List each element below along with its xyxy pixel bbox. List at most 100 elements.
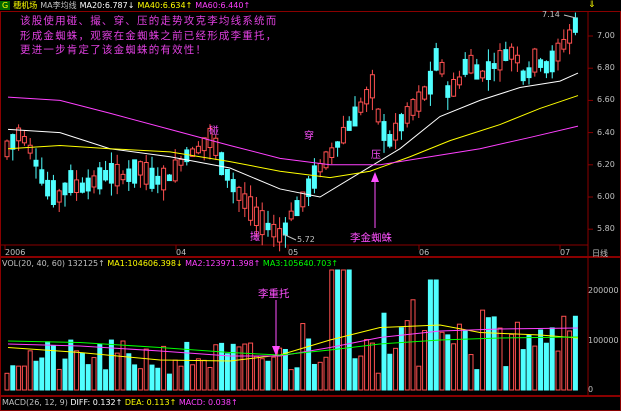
volume-bar — [509, 333, 515, 391]
volume-bar — [207, 367, 213, 391]
candle-body — [21, 136, 27, 144]
volume-bar — [422, 330, 428, 391]
volume-bar — [538, 329, 544, 391]
volume-bar — [56, 368, 62, 391]
candle-body — [184, 149, 190, 163]
volume-bar — [132, 364, 138, 391]
high-price-label: 7.14 — [542, 10, 560, 19]
candle-body — [56, 190, 62, 203]
candle-body — [311, 165, 317, 189]
period-label[interactable]: 日线 — [592, 249, 608, 258]
volume-bar — [306, 338, 312, 391]
candle-body — [352, 106, 358, 127]
candle-body — [219, 152, 225, 176]
volume-bar — [50, 345, 56, 391]
volume-bar — [114, 352, 120, 391]
candle-body — [567, 29, 573, 44]
candle-body — [190, 148, 196, 157]
candle-body — [445, 85, 451, 98]
candle-body — [462, 58, 468, 75]
candle-body — [393, 122, 399, 141]
price-axis-label: 6.80 — [597, 63, 615, 73]
volume-bar — [445, 334, 451, 391]
volume-bar — [68, 339, 74, 391]
macd-value: MACD: 0.038↑ — [178, 398, 238, 407]
volume-bar — [335, 269, 341, 391]
annotation-gold-spider: 李金蜘蛛 — [350, 232, 392, 244]
volume-bar — [213, 344, 219, 391]
annotation-peng: 碰 — [209, 126, 219, 137]
candle-body — [543, 61, 549, 74]
volume-bar — [451, 343, 457, 391]
candle-body — [259, 210, 265, 236]
volume-bar — [253, 355, 259, 391]
volume-bar — [364, 339, 370, 391]
candle-body — [108, 162, 114, 184]
candle-body — [404, 106, 410, 124]
volume-bar — [300, 323, 306, 391]
volume-bar — [567, 330, 573, 391]
volume-bar — [410, 299, 416, 391]
candle-body — [27, 144, 33, 154]
volume-bar — [21, 365, 27, 391]
volume-bar — [317, 361, 323, 391]
vol-ma2-line — [7, 327, 579, 357]
x-axis-label: 04 — [176, 248, 187, 257]
x-axis-label: 07 — [560, 248, 571, 257]
volume-bar — [555, 350, 561, 391]
high-price-pointer — [563, 14, 577, 19]
candle-body — [485, 61, 491, 81]
candle-body — [172, 159, 178, 182]
x-axis-label: 2006 — [5, 248, 26, 257]
candle-body — [346, 120, 352, 131]
candle-body — [410, 99, 416, 116]
candle-body — [120, 173, 126, 181]
volume-bar — [79, 352, 85, 391]
volume-bar — [219, 342, 225, 391]
candle-body — [480, 70, 486, 79]
candle-body — [195, 145, 201, 154]
candle-body — [503, 49, 509, 61]
volume-bar — [491, 316, 497, 391]
price-axis-label: 6.40 — [597, 127, 615, 137]
candle-body — [224, 168, 230, 181]
candle-body — [381, 121, 387, 141]
candle-body — [50, 180, 56, 206]
macd-dea: DEA: 0.113↑ — [124, 398, 177, 407]
candle-body — [166, 174, 172, 182]
candle-body — [45, 179, 51, 197]
volume-bar — [352, 358, 358, 391]
candle-body — [155, 175, 161, 185]
candle-body — [369, 74, 375, 99]
volume-bar — [143, 348, 149, 391]
volume-bar — [503, 366, 509, 391]
vol-ma3: MA3:105640.703↑ — [262, 259, 339, 268]
volume-bar — [120, 340, 126, 391]
volume-bar — [126, 353, 132, 391]
vol-ma2: MA2:123971.398↑ — [185, 259, 261, 268]
volume-axis-label: 100000 — [588, 336, 619, 345]
symbol-flag: G — [0, 1, 11, 10]
stock-name[interactable]: 穗机场 — [13, 1, 38, 10]
volume-bar — [369, 342, 375, 391]
ma40-line — [7, 95, 579, 179]
volume-bar — [474, 369, 480, 391]
candle-body — [451, 78, 457, 97]
candle-body — [201, 137, 207, 152]
candle-body — [387, 134, 393, 147]
volume-bar — [45, 341, 51, 391]
candle-body — [538, 59, 544, 68]
download-arrow-icon[interactable]: ⇓ — [588, 0, 596, 10]
volume-bar — [381, 312, 387, 391]
ma-system[interactable]: MA李均线 — [40, 1, 77, 10]
volume-bar — [358, 355, 364, 391]
volume-bar — [398, 327, 404, 391]
volume-bar — [520, 349, 526, 391]
volume-bar — [4, 372, 10, 391]
price-axis-label: 5.80 — [597, 224, 615, 234]
ma40-value: MA40:6.634↑ — [137, 1, 193, 10]
price-axis-label: 6.20 — [597, 159, 615, 169]
candle-body — [375, 108, 381, 123]
volume-bar — [137, 368, 143, 391]
